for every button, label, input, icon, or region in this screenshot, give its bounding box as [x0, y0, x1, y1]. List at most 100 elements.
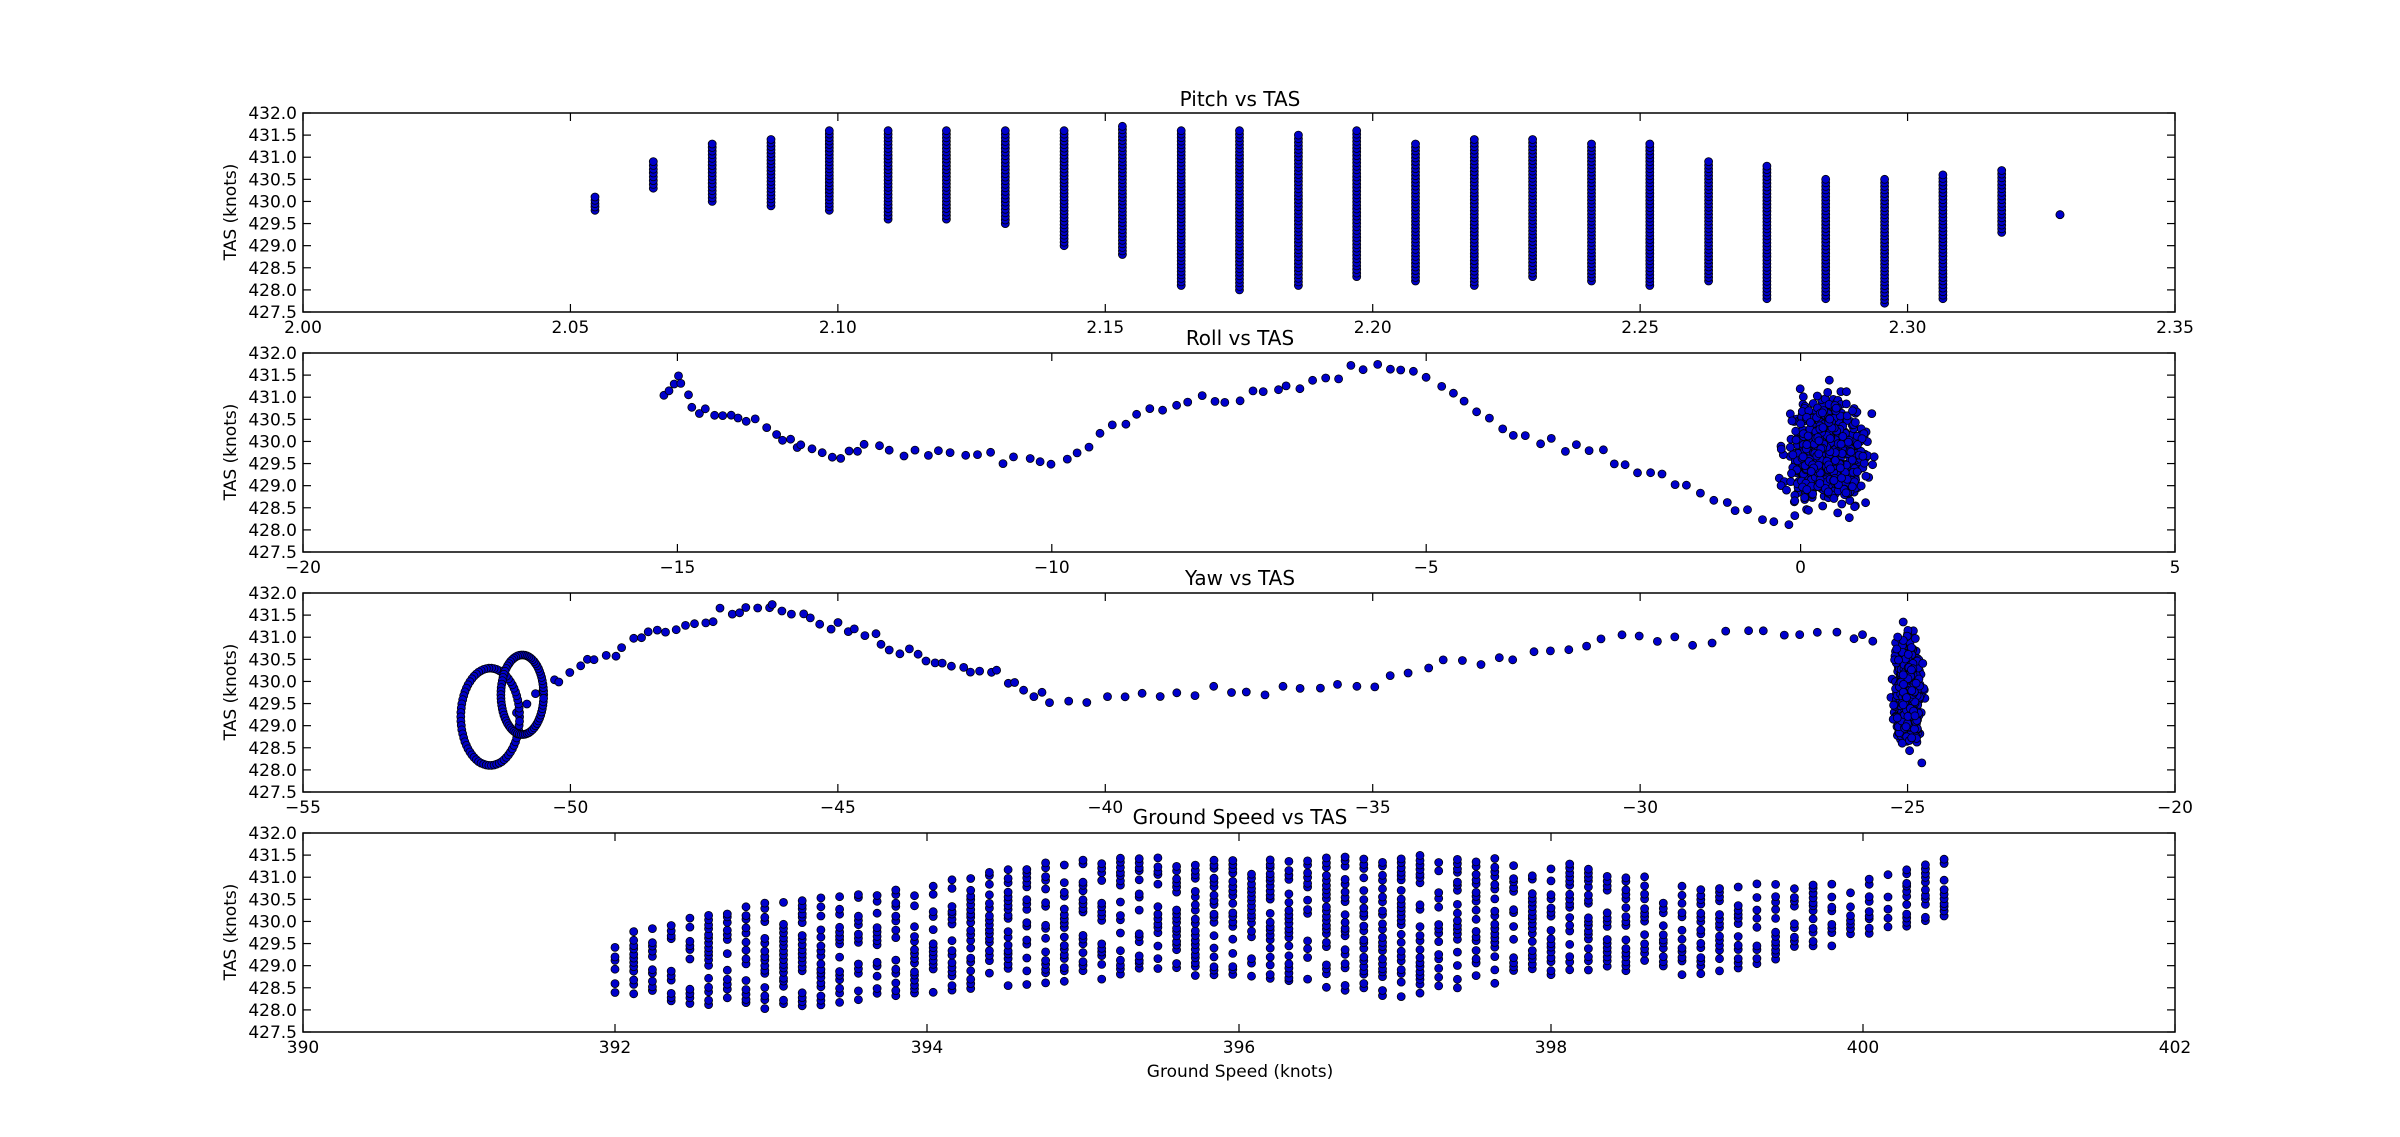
data-point	[1997, 166, 2007, 175]
data-point	[1509, 953, 1518, 963]
data-point	[1396, 894, 1406, 904]
y-tick-label: 430.0	[248, 672, 297, 692]
data-point	[872, 891, 882, 900]
data-point	[1284, 866, 1294, 875]
data-point	[1396, 965, 1406, 975]
data-point	[854, 995, 863, 1005]
data-point	[1939, 885, 1949, 894]
data-point	[1696, 488, 1705, 498]
data-point	[1861, 498, 1870, 508]
x-tick-label: 2.35	[2156, 318, 2194, 338]
data-point	[1640, 956, 1649, 965]
data-point	[1785, 409, 1795, 419]
subplot-title: Roll vs TAS	[1186, 326, 1294, 350]
data-point	[1707, 638, 1717, 648]
data-point	[741, 954, 751, 964]
data-point	[1415, 945, 1425, 955]
data-point	[766, 135, 776, 144]
data-point	[1596, 634, 1606, 644]
data-point	[924, 450, 933, 460]
data-point	[853, 446, 862, 456]
data-point	[1733, 901, 1743, 910]
data-point	[760, 1004, 770, 1013]
data-point	[1546, 433, 1556, 443]
data-point	[1868, 460, 1877, 470]
data-point	[1022, 966, 1032, 976]
data-point	[928, 889, 938, 899]
data-point	[1396, 977, 1406, 987]
data-point	[760, 934, 770, 943]
data-point	[610, 943, 620, 952]
data-point	[1022, 918, 1032, 927]
data-point	[985, 899, 994, 908]
data-point	[1787, 416, 1797, 426]
data-point	[1396, 992, 1406, 1001]
data-point	[1808, 880, 1818, 890]
data-point	[1508, 430, 1518, 440]
data-point	[1340, 910, 1350, 920]
data-point	[1241, 687, 1251, 697]
y-tick-label: 428.5	[248, 499, 297, 519]
data-point	[966, 874, 976, 883]
data-point	[772, 430, 781, 439]
data-point	[1921, 885, 1930, 895]
data-point	[854, 911, 863, 921]
data-point	[1322, 960, 1331, 970]
data-point	[1303, 944, 1312, 954]
data-point	[1116, 897, 1125, 907]
data-point	[1902, 879, 1912, 888]
data-point	[1910, 634, 1920, 643]
data-point	[1078, 957, 1088, 967]
data-point	[1396, 886, 1406, 895]
data-point	[1097, 974, 1107, 984]
data-point	[1621, 873, 1631, 883]
data-point	[1758, 626, 1768, 636]
data-point	[629, 927, 639, 936]
data-point	[629, 633, 639, 643]
data-point	[905, 644, 914, 654]
data-point	[1145, 404, 1155, 414]
data-point	[1582, 641, 1591, 651]
data-point	[1827, 892, 1837, 902]
x-tick-label: 2.05	[551, 318, 589, 338]
data-point	[1035, 457, 1045, 467]
data-point	[1471, 857, 1481, 867]
data-point	[854, 890, 863, 899]
data-point	[966, 667, 975, 677]
data-point	[1677, 908, 1687, 918]
data-point	[1905, 746, 1914, 756]
data-point	[1303, 905, 1312, 914]
data-point	[1322, 938, 1331, 947]
data-point	[1658, 921, 1668, 931]
data-point	[1340, 875, 1350, 884]
data-point	[1864, 892, 1874, 902]
plot-frame	[302, 112, 2176, 313]
data-point	[1396, 929, 1406, 939]
data-point	[1546, 966, 1556, 976]
data-point	[1265, 917, 1275, 927]
data-point	[1821, 174, 1831, 184]
data-point	[1190, 971, 1200, 980]
data-point	[676, 378, 686, 388]
data-point	[947, 946, 957, 956]
data-point	[985, 968, 994, 978]
data-point	[1003, 887, 1013, 897]
data-point	[1818, 408, 1827, 418]
data-point	[661, 627, 670, 637]
data-point	[1334, 374, 1343, 384]
y-tick-label: 428.5	[248, 979, 297, 999]
data-point	[685, 922, 695, 932]
data-point	[1340, 852, 1350, 862]
subplot-title: Ground Speed vs TAS	[1133, 805, 1348, 829]
data-point	[741, 416, 751, 426]
x-tick-label: −35	[1355, 798, 1391, 818]
data-point	[1903, 650, 1913, 659]
data-point	[1808, 937, 1818, 946]
data-point	[1520, 431, 1530, 441]
data-point	[1827, 941, 1837, 951]
y-tick-label: 432.0	[248, 584, 297, 604]
data-point	[1565, 913, 1575, 922]
data-point	[741, 985, 751, 994]
data-point	[1899, 680, 1908, 689]
data-point	[1779, 630, 1789, 640]
